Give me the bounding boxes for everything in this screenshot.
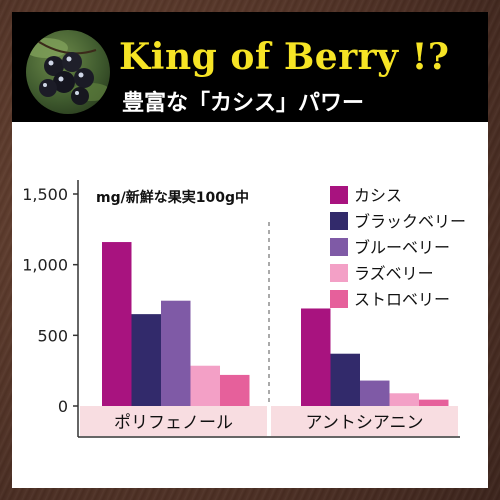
blackcurrant-berries-icon: [26, 38, 110, 105]
bar: [419, 399, 449, 406]
unit-label: mg/新鮮な果実100g中: [96, 189, 249, 206]
bar: [190, 365, 220, 406]
bar: [360, 380, 390, 406]
bar: [161, 300, 191, 406]
category-label: ポリフェノール: [114, 413, 233, 433]
category-label: アントシアニン: [306, 413, 424, 433]
category-bands: [80, 406, 458, 436]
chart-bars: [102, 242, 449, 406]
legend-swatch: [330, 238, 348, 256]
legend-swatch: [330, 186, 348, 204]
page-subtitle: 豊富な「カシス」パワー: [122, 91, 365, 116]
legend-label: カシス: [354, 186, 402, 205]
bar: [131, 314, 161, 406]
category-labels: ポリフェノール アントシアニン: [114, 413, 423, 433]
y-tick-label: 1,500: [22, 185, 68, 204]
y-tick-label: 500: [37, 326, 68, 345]
y-tick-label: 0: [58, 397, 68, 416]
header-banner: King of Berry !? 豊富な「カシス」パワー: [12, 12, 488, 122]
bar: [220, 374, 250, 406]
chart-axes: [77, 180, 460, 438]
bar: [102, 242, 132, 406]
legend-label: ストロベリー: [354, 290, 450, 309]
chart-panel: 0 500 1,000 1,500 ポリフェノール アントシアニン mg/新鮮な果実10…: [12, 122, 488, 488]
blackcurrant-photo: [26, 30, 110, 114]
bar: [301, 308, 331, 406]
bar: [389, 393, 419, 406]
legend-label: ブルーベリー: [354, 238, 450, 257]
legend-swatch: [330, 264, 348, 282]
y-tick-label: 1,000: [22, 256, 68, 275]
legend-swatch: [330, 212, 348, 230]
category-band: [80, 406, 267, 436]
page-title: King of Berry !?: [119, 36, 450, 78]
category-band: [271, 406, 458, 436]
bar-chart: 0 500 1,000 1,500 ポリフェノール アントシアニン mg/新鮮な果実10…: [22, 180, 466, 438]
bar: [330, 353, 360, 406]
legend-label: ラズベリー: [354, 264, 434, 283]
legend-swatch: [330, 290, 348, 308]
y-ticks: 0 500 1,000 1,500: [22, 185, 78, 416]
legend-label: ブラックベリー: [354, 212, 466, 231]
